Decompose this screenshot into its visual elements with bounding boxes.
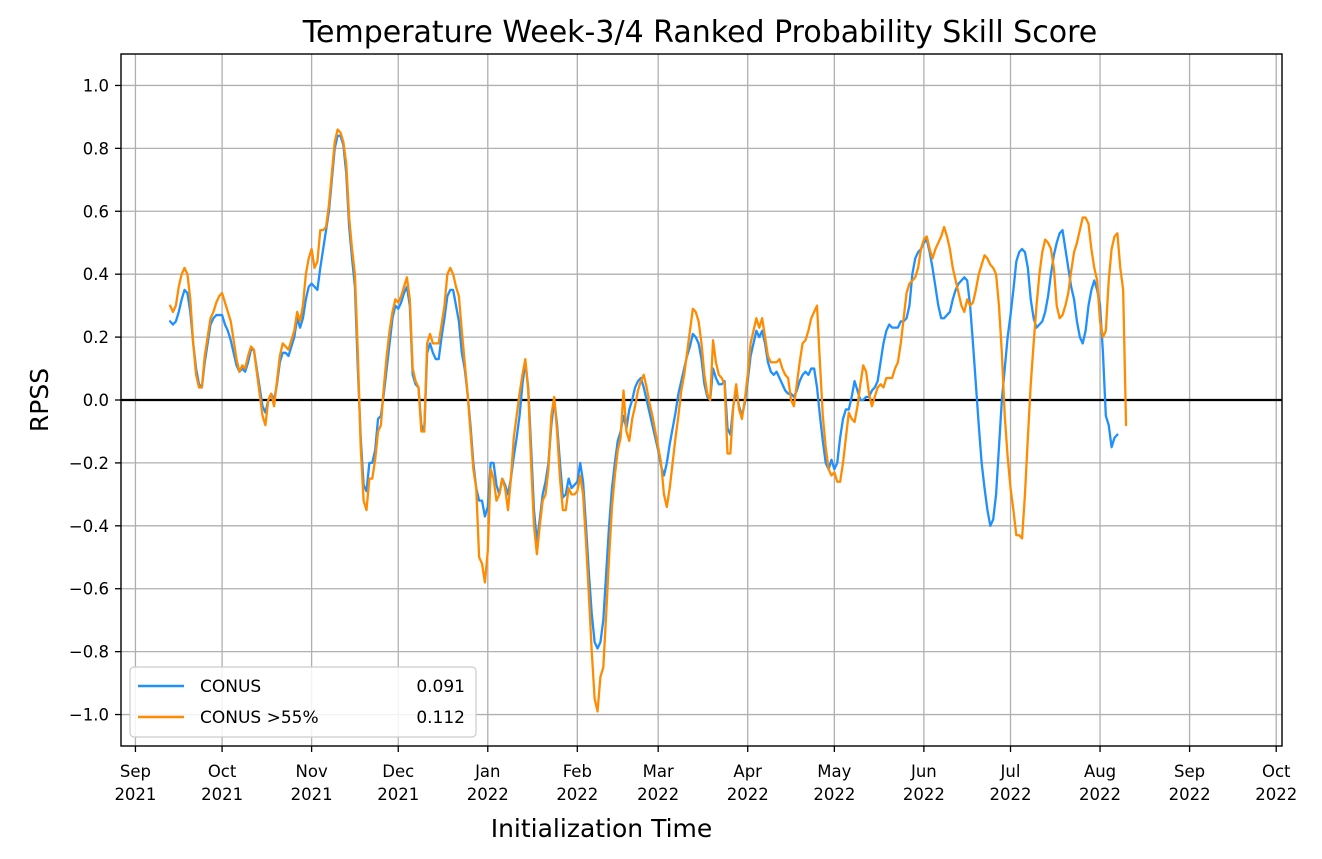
y-tick-label: 0.4 <box>83 265 109 284</box>
x-tick-month-label: Aug <box>1084 762 1116 781</box>
x-tick-month-label: Sep <box>120 762 151 781</box>
x-tick-month-label: Oct <box>208 762 237 781</box>
x-tick-year-label: 2022 <box>903 785 945 804</box>
y-tick-label: −1.0 <box>69 706 109 725</box>
x-tick-month-label: Nov <box>296 762 328 781</box>
x-tick-year-label: 2022 <box>1079 785 1121 804</box>
x-tick-month-label: Feb <box>563 762 592 781</box>
x-tick-year-label: 2022 <box>637 785 679 804</box>
x-tick-month-label: Oct <box>1262 762 1291 781</box>
x-axis-ticks: Sep 2021 Oct 2021 Nov 2021 Dec 2021 Jan 2022 Feb 20… <box>114 746 1297 804</box>
x-tick-month-label: Apr <box>733 762 762 781</box>
x-tick-year-label: 2022 <box>556 785 598 804</box>
x-tick-month-label: Jul <box>1000 762 1021 781</box>
y-tick-label: −0.4 <box>69 517 109 536</box>
y-tick-label: 1.0 <box>83 76 109 95</box>
data-series <box>168 128 1128 713</box>
x-tick-year-label: 2022 <box>990 785 1032 804</box>
y-axis-title: RPSS <box>25 368 54 432</box>
y-tick-label: 0.2 <box>83 328 109 347</box>
x-tick-year-label: 2021 <box>377 785 419 804</box>
chart-title: Temperature Week-3/4 Ranked Probability … <box>302 15 1097 50</box>
y-tick-label: −0.6 <box>69 580 109 599</box>
x-tick-year-label: 2022 <box>727 785 769 804</box>
x-tick-year-label: 2022 <box>1255 785 1297 804</box>
x-tick-month-label: Jan <box>474 762 500 781</box>
x-tick-month-label: Dec <box>382 762 414 781</box>
x-tick-year-label: 2021 <box>291 785 333 804</box>
x-tick-month-label: Jun <box>910 762 937 781</box>
y-tick-label: 0.8 <box>83 139 109 158</box>
series-line-conus-gt55 <box>168 128 1128 713</box>
x-tick-month-label: Sep <box>1174 762 1205 781</box>
legend-series-score: 0.112 <box>416 708 465 728</box>
x-tick-year-label: 2022 <box>467 785 509 804</box>
x-tick-year-label: 2021 <box>114 785 156 804</box>
x-tick-year-label: 2022 <box>813 785 855 804</box>
x-tick-year-label: 2022 <box>1169 785 1211 804</box>
legend-series-name: CONUS <box>200 677 261 697</box>
y-tick-label: 0.6 <box>83 202 109 221</box>
y-axis-ticks: −1.0 −0.8 −0.6 −0.4 −0.2 0.0 0.2 0.4 0.6 0.8 1.0 <box>69 76 121 725</box>
legend: CONUS 0.091 CONUS >55% 0.112 <box>129 666 477 738</box>
legend-box <box>129 666 477 738</box>
y-tick-label: 0.0 <box>83 391 109 410</box>
x-tick-year-label: 2021 <box>201 785 243 804</box>
x-axis-title: Initialization Time <box>491 814 713 843</box>
y-tick-label: −0.8 <box>69 643 109 662</box>
x-tick-month-label: May <box>817 762 851 781</box>
legend-series-name: CONUS >55% <box>200 708 319 728</box>
y-tick-label: −0.2 <box>69 454 109 473</box>
legend-series-score: 0.091 <box>416 677 465 697</box>
x-tick-month-label: Mar <box>643 762 674 781</box>
